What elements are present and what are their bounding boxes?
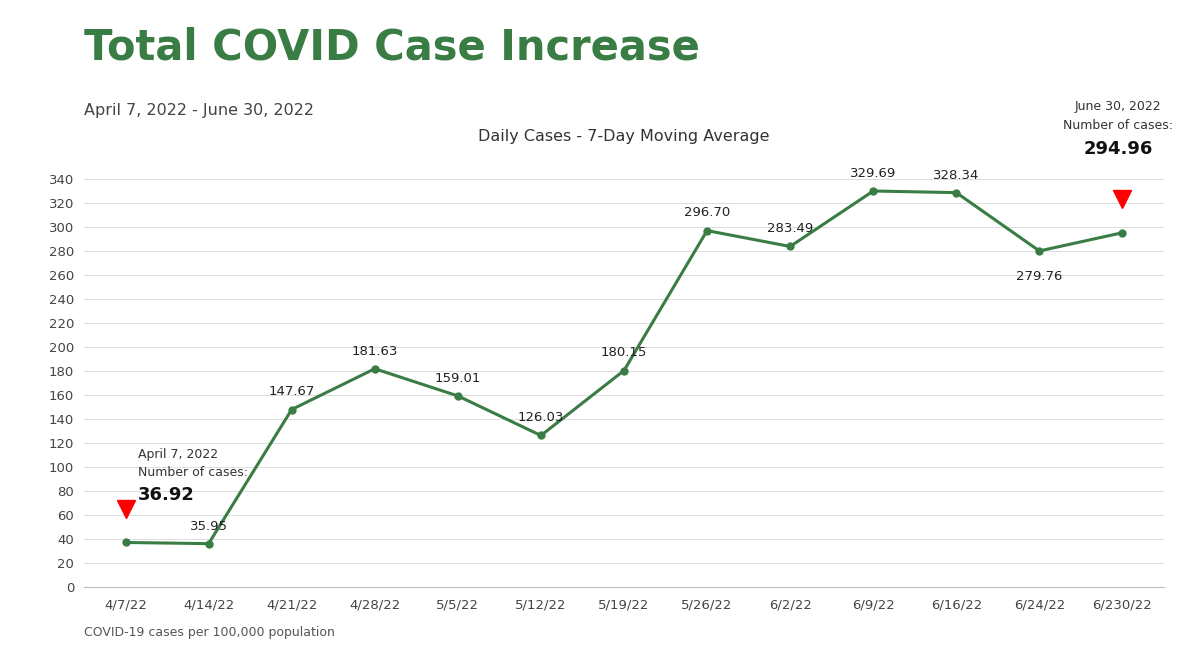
- Text: 328.34: 328.34: [934, 168, 979, 181]
- Text: 35.95: 35.95: [190, 520, 228, 533]
- Text: 181.63: 181.63: [352, 345, 398, 358]
- Text: June 30, 2022: June 30, 2022: [1075, 100, 1162, 113]
- Text: 147.67: 147.67: [269, 385, 314, 398]
- Text: COVID-19 cases per 100,000 population: COVID-19 cases per 100,000 population: [84, 626, 335, 639]
- Text: 294.96: 294.96: [1084, 140, 1153, 158]
- Text: 36.92: 36.92: [138, 486, 194, 504]
- Title: Daily Cases - 7-Day Moving Average: Daily Cases - 7-Day Moving Average: [479, 128, 769, 143]
- Text: Number of cases:: Number of cases:: [138, 466, 248, 479]
- Text: 283.49: 283.49: [767, 222, 814, 235]
- Text: 159.01: 159.01: [434, 372, 481, 385]
- Text: 180.15: 180.15: [601, 346, 647, 359]
- Text: April 7, 2022 - June 30, 2022: April 7, 2022 - June 30, 2022: [84, 103, 314, 118]
- Text: April 7, 2022: April 7, 2022: [138, 448, 218, 461]
- Text: Total COVID Case Increase: Total COVID Case Increase: [84, 26, 700, 68]
- Text: 126.03: 126.03: [517, 411, 564, 424]
- Text: Number of cases:: Number of cases:: [1063, 119, 1174, 132]
- Text: 296.70: 296.70: [684, 207, 731, 220]
- Text: 279.76: 279.76: [1016, 271, 1062, 284]
- Text: 329.69: 329.69: [850, 167, 896, 180]
